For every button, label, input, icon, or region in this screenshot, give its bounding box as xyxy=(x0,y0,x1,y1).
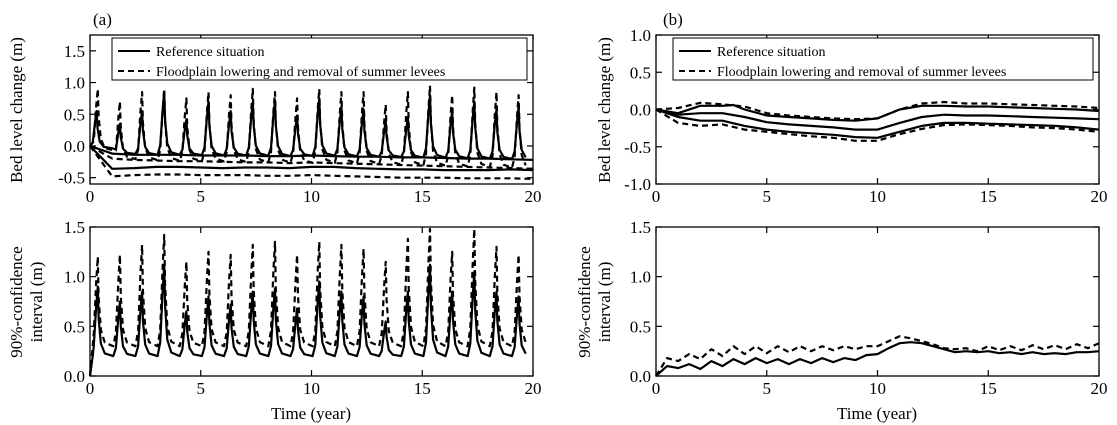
y-tick-label: 0.5 xyxy=(630,63,651,82)
x-tick-label: 5 xyxy=(763,187,772,206)
y-tick-label: 1.5 xyxy=(64,218,85,237)
tick-marks: 0 5 10 15 20 0.0 0.5 1.0 1.5 xyxy=(64,218,542,398)
y-tick-label: 1.0 xyxy=(630,26,651,45)
series-layer xyxy=(655,335,1100,377)
series-line-floodplain xyxy=(655,335,1100,377)
y-axis-label-line1: 90%-confidence xyxy=(7,246,26,357)
y-axis-label-line1: 90%-confidence xyxy=(575,246,594,357)
y-tick-label: -0.5 xyxy=(624,138,651,157)
y-axis-label: Bed level change (m) xyxy=(7,37,26,183)
series-line-floodplain xyxy=(88,227,527,377)
series-layer xyxy=(655,100,1100,142)
legend-label-floodplain: Floodplain lowering and removal of summe… xyxy=(156,65,445,80)
x-tick-label: 20 xyxy=(1091,379,1108,398)
series-line-floodplain-lower xyxy=(89,145,534,180)
y-tick-label: 1.0 xyxy=(64,74,85,93)
panel-label: (b) xyxy=(663,10,683,29)
x-tick-label: 10 xyxy=(869,379,886,398)
series-line-reference xyxy=(655,341,1100,377)
legend-box xyxy=(111,37,528,81)
series-line-reference-lower xyxy=(89,145,534,172)
legend: Reference situation Floodplain lowering … xyxy=(672,37,1094,81)
panel-a-confidence: 0 5 10 15 20 0.0 0.5 1.0 1.5 90%-confidence inte… xyxy=(7,218,542,423)
series-line-floodplain-mean xyxy=(89,145,534,170)
tick-marks: 0 5 10 15 20 -0.5 0.0 0.5 1.0 1.5 xyxy=(58,35,542,206)
x-tick-label: 0 xyxy=(86,187,95,206)
legend: Reference situation Floodplain lowering … xyxy=(111,37,528,81)
legend-label-floodplain: Floodplain lowering and removal of summe… xyxy=(717,65,1006,80)
y-tick-label: -1.0 xyxy=(624,175,651,194)
x-tick-label: 15 xyxy=(414,379,431,398)
x-tick-label: 10 xyxy=(869,187,886,206)
x-tick-label: 15 xyxy=(980,187,997,206)
y-tick-label: 0.5 xyxy=(64,105,85,124)
series-layer xyxy=(89,84,534,180)
y-tick-label: 0.0 xyxy=(64,367,85,386)
x-tick-label: 0 xyxy=(86,379,95,398)
legend-label-reference: Reference situation xyxy=(156,45,264,60)
x-axis-label: Time (year) xyxy=(837,404,917,423)
x-tick-label: 20 xyxy=(525,379,542,398)
y-tick-label: 1.0 xyxy=(630,268,651,287)
x-tick-label: 20 xyxy=(525,187,542,206)
y-tick-label: 1.5 xyxy=(64,42,85,61)
y-tick-label: -0.5 xyxy=(58,169,85,188)
x-axis-label: Time (year) xyxy=(271,404,351,423)
y-tick-label: 0.0 xyxy=(630,367,651,386)
panel-b-confidence: 0 5 10 15 20 0.0 0.5 1.0 1.5 90%-confidence inte… xyxy=(575,218,1108,423)
y-tick-label: 1.5 xyxy=(630,218,651,237)
y-axis-label-line2: interval (m) xyxy=(595,262,614,343)
y-tick-label: 0.0 xyxy=(630,101,651,120)
x-tick-label: 10 xyxy=(303,187,320,206)
x-tick-label: 5 xyxy=(197,187,206,206)
series-line-reference xyxy=(88,263,527,377)
series-line-floodplain-upper xyxy=(655,100,1100,121)
tick-marks: 0 5 10 15 20 -1.0 -0.5 0.0 0.5 1.0 xyxy=(624,26,1107,206)
x-tick-label: 10 xyxy=(303,379,320,398)
panel-a-bed-level: 0 5 10 15 20 -0.5 0.0 0.5 1.0 1.5 (a) Reference s… xyxy=(7,10,542,206)
y-tick-label: 1.0 xyxy=(64,268,85,287)
x-tick-label: 20 xyxy=(1091,187,1108,206)
x-tick-label: 5 xyxy=(763,379,772,398)
tick-marks: 0 5 10 15 20 0.0 0.5 1.0 1.5 xyxy=(630,218,1108,398)
series-layer xyxy=(88,227,527,377)
y-axis-label-line2: interval (m) xyxy=(27,262,46,343)
y-axis-label: Bed level change (m) xyxy=(595,37,614,183)
x-tick-label: 0 xyxy=(652,187,661,206)
legend-box xyxy=(672,37,1094,81)
x-tick-label: 15 xyxy=(414,187,431,206)
panel-b-bed-level: 0 5 10 15 20 -1.0 -0.5 0.0 0.5 1.0 (b) Reference … xyxy=(595,10,1108,206)
y-tick-label: 0.5 xyxy=(630,317,651,336)
x-tick-label: 0 xyxy=(652,379,661,398)
y-tick-label: 0.0 xyxy=(64,137,85,156)
x-tick-label: 5 xyxy=(197,379,206,398)
series-line-reference-lower xyxy=(655,108,1100,139)
panel-label: (a) xyxy=(93,10,112,29)
x-tick-label: 15 xyxy=(980,379,997,398)
y-tick-label: 0.5 xyxy=(64,317,85,336)
series-line-reference-mean xyxy=(655,108,1100,131)
plot-frame xyxy=(89,226,534,377)
legend-label-reference: Reference situation xyxy=(717,45,825,60)
series-line-reference-upper xyxy=(89,91,527,160)
